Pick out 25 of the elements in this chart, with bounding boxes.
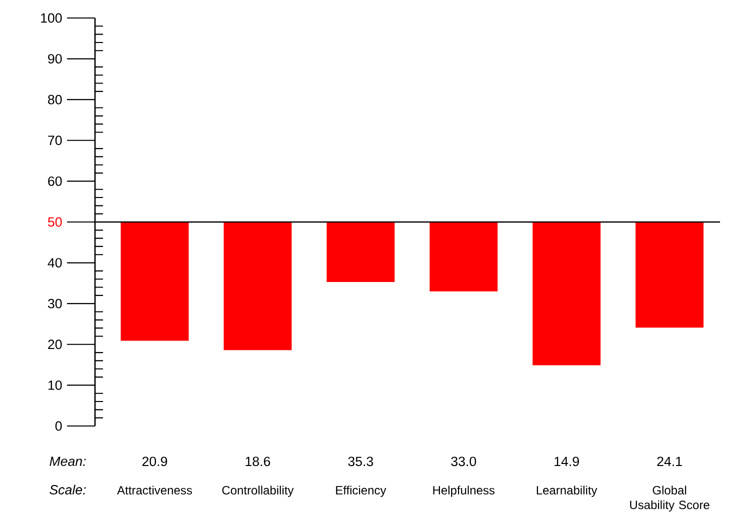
x-tick-label: Controllability <box>222 486 294 497</box>
y-tick-label: 60 <box>48 176 62 186</box>
y-tick-label: 90 <box>48 54 62 64</box>
x-tick-label: Attractiveness <box>117 486 192 495</box>
y-tick-label: 20 <box>48 340 62 350</box>
x-tick-label: Helpfulness <box>433 486 495 497</box>
y-tick-label: 30 <box>48 298 62 308</box>
data-label: 14.9 <box>554 456 579 466</box>
y-tick-label: 50 <box>48 217 62 227</box>
data-label: 20.9 <box>142 456 168 466</box>
y-tick-label: 100 <box>41 13 62 23</box>
x-tick-label: Efficiency <box>336 486 386 497</box>
data-label: 33.0 <box>451 456 476 466</box>
text: Mean: <box>50 456 86 466</box>
y-tick-label: 10 <box>48 380 62 390</box>
y-tick-label: 80 <box>48 94 62 104</box>
data-label: 24.1 <box>657 456 682 466</box>
text: Scale: <box>50 484 86 494</box>
x-tick-label: Global Usability Score <box>630 486 710 512</box>
y-tick-label: 70 <box>48 136 62 146</box>
data-label: 18.6 <box>246 456 270 466</box>
data-label: 35.3 <box>348 456 374 466</box>
x-tick-label: Learnability <box>536 486 598 497</box>
y-tick-label: 0 <box>55 421 62 431</box>
y-tick-label: 40 <box>48 258 62 268</box>
